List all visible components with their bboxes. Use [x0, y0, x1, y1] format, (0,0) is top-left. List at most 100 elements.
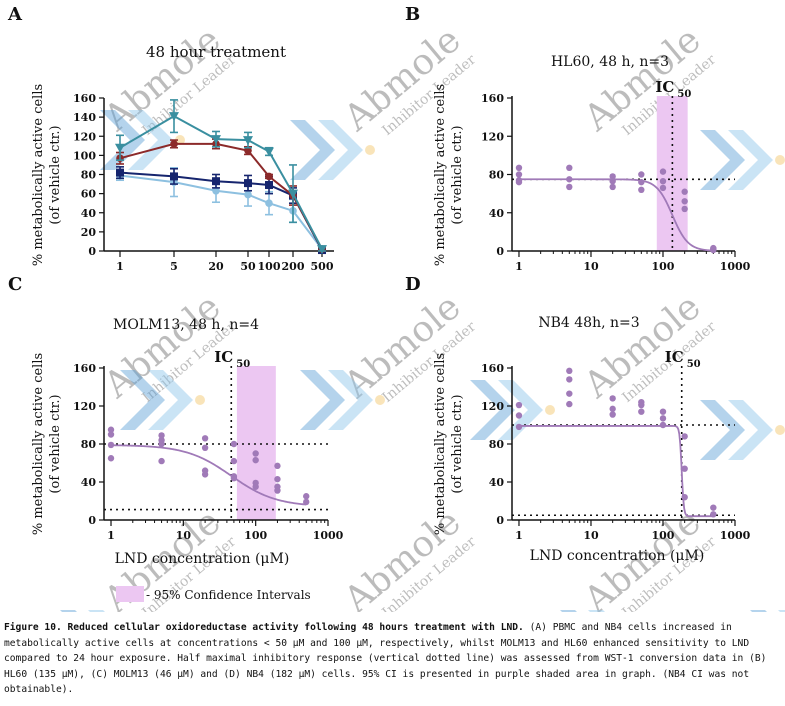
x-tick-label: 5 [170, 260, 178, 273]
y-tick-label: 60 [81, 188, 97, 201]
data-point [710, 246, 717, 254]
y-tick-label: 80 [489, 169, 505, 182]
plot-area: 0 40 80 120 160 1 10 100 1000 IC 50 [481, 78, 751, 273]
watermark-chevron [60, 610, 77, 612]
data-point [659, 184, 667, 192]
panel-d: D NB4 48h, n=3 % metabolically active ce… [405, 274, 751, 564]
x-tick-label: 100 [652, 260, 675, 273]
data-point [230, 457, 238, 465]
watermark-chevron [148, 370, 193, 430]
watermark-dot [375, 395, 385, 405]
figure-caption: Figure 10. Reduced cellular oxidoreducta… [4, 620, 781, 698]
data-point [566, 376, 573, 383]
data-point [274, 475, 281, 483]
data-point [211, 135, 221, 145]
x-tick-label: 500 [311, 260, 334, 273]
data-point [638, 186, 645, 193]
ic50-subscript: 50 [687, 359, 701, 370]
fit-curve [111, 444, 307, 506]
watermark-dot [195, 395, 205, 405]
x-tick-label: 1 [116, 260, 124, 273]
watermark-chevron [88, 610, 105, 612]
data-point [659, 177, 667, 185]
data-point [566, 400, 573, 408]
caption-lead: Figure 10. Reduced cellular oxidoreducta… [4, 622, 524, 633]
data-point [609, 183, 616, 191]
watermark-dot [365, 145, 375, 155]
y-tick-label: 0 [88, 514, 96, 527]
data-point [710, 504, 717, 511]
legend-label: - 95% Confidence Intervals [146, 588, 311, 602]
y-axis-label-secondary: (of vehicle ctr.) [450, 394, 465, 493]
data-point [265, 181, 273, 190]
data-point [566, 367, 573, 375]
y-tick-label: 0 [496, 514, 504, 527]
data-point [169, 112, 179, 122]
data-point [515, 164, 523, 172]
panel-a: A 48 hour treatment % metabolically acti… [7, 4, 334, 273]
data-point [659, 168, 667, 175]
y-axis-label: % metabolically active cells [31, 353, 46, 535]
watermark-logo-mark [60, 610, 105, 612]
y-tick-label: 0 [496, 245, 504, 258]
panel-c: C MOLM13, 48 h, n=4 % metabolically acti… [8, 274, 344, 567]
y-tick-label: 100 [73, 149, 96, 162]
x-tick-label: 1000 [313, 529, 344, 542]
watermark-chevron [700, 130, 745, 190]
chart-title: MOLM13, 48 h, n=4 [113, 317, 259, 333]
watermark-chevron [728, 400, 773, 460]
data-point [515, 401, 523, 409]
y-tick-label: 40 [81, 476, 97, 489]
y-tick-label: 140 [73, 111, 96, 124]
plot-area: 0 40 80 120 160 1 10 100 1000 IC 50 [481, 348, 751, 542]
ic50-subscript: 50 [677, 89, 691, 100]
y-axis-label-secondary: (of vehicle ctr.) [48, 394, 63, 493]
x-tick-label: 20 [208, 260, 224, 273]
y-axis-label: % metabolically active cells [433, 353, 448, 535]
data-point [252, 483, 259, 490]
data-point [515, 412, 523, 419]
y-tick-label: 160 [73, 92, 96, 105]
x-tick-label: 1 [107, 529, 115, 542]
series-teal [115, 99, 327, 255]
y-tick-label: 0 [88, 245, 96, 258]
data-point [107, 431, 115, 438]
y-tick-label: 160 [481, 362, 504, 375]
panel-label: D [405, 274, 421, 295]
watermark-chevron [318, 120, 363, 180]
data-point [107, 441, 115, 449]
x-tick-label: 10 [583, 260, 599, 273]
ic50-label: IC [665, 348, 684, 366]
x-tick-label: 1000 [720, 260, 751, 273]
data-point [566, 164, 573, 172]
data-point [170, 172, 178, 181]
data-point [265, 199, 273, 207]
x-tick-label: 50 [240, 260, 256, 273]
panel-label: B [405, 4, 420, 25]
y-axis-label-secondary: (of vehicle ctr.) [450, 125, 465, 224]
y-tick-label: 120 [73, 130, 96, 143]
data-point [116, 168, 124, 177]
watermark-logo-mark [300, 370, 385, 430]
x-tick-label: 100 [652, 529, 675, 542]
data-point [609, 411, 616, 418]
x-tick-label: 1 [515, 529, 523, 542]
data-point [515, 423, 523, 431]
x-tick-label: 100 [244, 529, 267, 542]
x-tick-label: 1 [515, 260, 523, 273]
data-point [244, 179, 252, 188]
watermark-logo-mark [700, 400, 785, 460]
data-point [230, 475, 238, 482]
data-point [274, 487, 281, 494]
y-tick-label: 40 [489, 476, 505, 489]
data-point [274, 462, 281, 470]
data-point [158, 457, 165, 465]
x-axis-label: LND concentration (μM) [115, 551, 290, 567]
watermark-chevron [588, 610, 605, 612]
watermark-chevron [300, 370, 345, 430]
data-point [638, 178, 645, 186]
data-point [609, 177, 616, 185]
